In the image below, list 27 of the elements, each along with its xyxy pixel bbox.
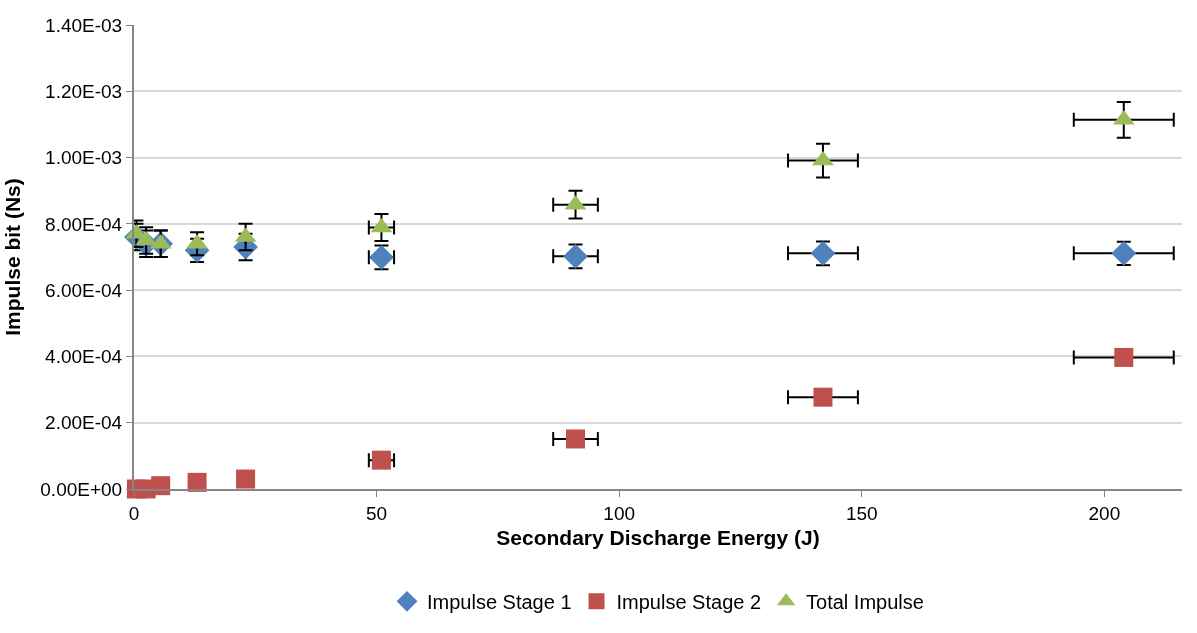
y-tick-label: 8.00E-04 [45,213,123,235]
legend-label: Impulse Stage 2 [616,591,762,614]
x-tick-label: 100 [603,502,636,524]
x-tick-label: 0 [128,502,140,524]
y-tick-label: 1.00E-03 [45,147,123,169]
point [151,476,171,496]
legend-label: Total Impulse [806,591,924,614]
y-tick-label: 1.40E-03 [45,14,123,36]
point [1111,241,1137,266]
point [236,469,256,489]
x-tick-label: 50 [366,502,388,524]
legend-label: Impulse Stage 1 [427,591,572,614]
y-tick-label: 4.00E-04 [45,346,123,368]
x-axis-title: Secondary Discharge Energy (J) [496,526,820,550]
x-tick-label: 150 [845,502,878,524]
point [566,429,586,449]
y-tick-label: 0.00E+00 [40,478,123,500]
y-axis-title: Impulse bit (Ns) [0,178,24,336]
y-tick-label: 2.00E-04 [45,412,123,434]
point [810,241,836,266]
point [187,472,207,492]
point [371,450,391,470]
point [1114,347,1134,367]
y-tick-label: 1.20E-03 [45,80,123,102]
point [813,387,833,407]
x-tick-label: 200 [1088,502,1121,524]
y-tick-label: 6.00E-04 [45,279,123,301]
